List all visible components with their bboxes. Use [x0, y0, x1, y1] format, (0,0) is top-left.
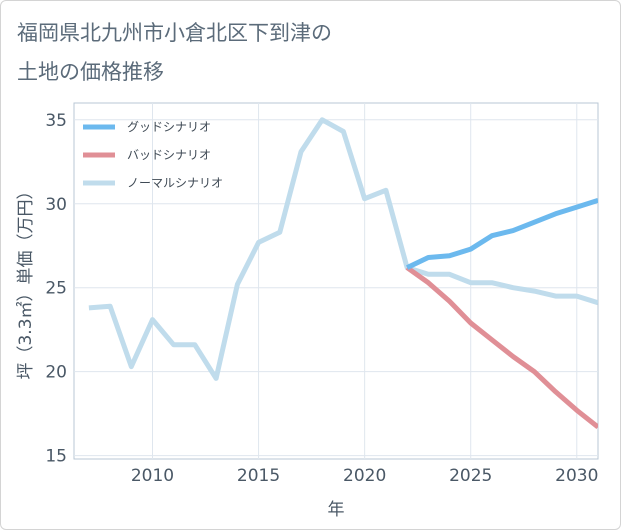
y-axis-title: 坪（3.3㎡）単価（万円） [16, 182, 36, 379]
y-tick-label: 35 [45, 111, 67, 131]
plot-area [73, 102, 599, 460]
x-axis-title: 年 [328, 500, 345, 520]
series-line-0 [406, 198, 598, 270]
legend-label: グッドシナリオ [127, 120, 211, 134]
x-tick-label: 2020 [343, 466, 386, 486]
chart-title: 福岡県北九州市小倉北区下到津の 土地の価格推移 [17, 21, 332, 84]
series-lines [88, 117, 598, 430]
x-tick-label: 2015 [237, 466, 280, 486]
series-line-2 [88, 117, 598, 381]
legend-label: バッドシナリオ [127, 148, 211, 162]
x-tick-label: 2030 [555, 466, 598, 486]
chart-title-line-1: 福岡県北九州市小倉北区下到津の [17, 21, 332, 45]
legend-label: ノーマルシナリオ [127, 176, 223, 190]
x-tick-label: 2010 [131, 466, 174, 486]
y-tick-label: 25 [45, 279, 67, 299]
y-tick-label: 30 [45, 195, 67, 215]
series-line-1 [405, 265, 598, 430]
chart-title-line-2: 土地の価格推移 [17, 60, 164, 84]
x-tick-label: 2025 [449, 466, 492, 486]
y-tick-label: 15 [45, 447, 67, 467]
y-tick-label: 20 [45, 363, 67, 383]
